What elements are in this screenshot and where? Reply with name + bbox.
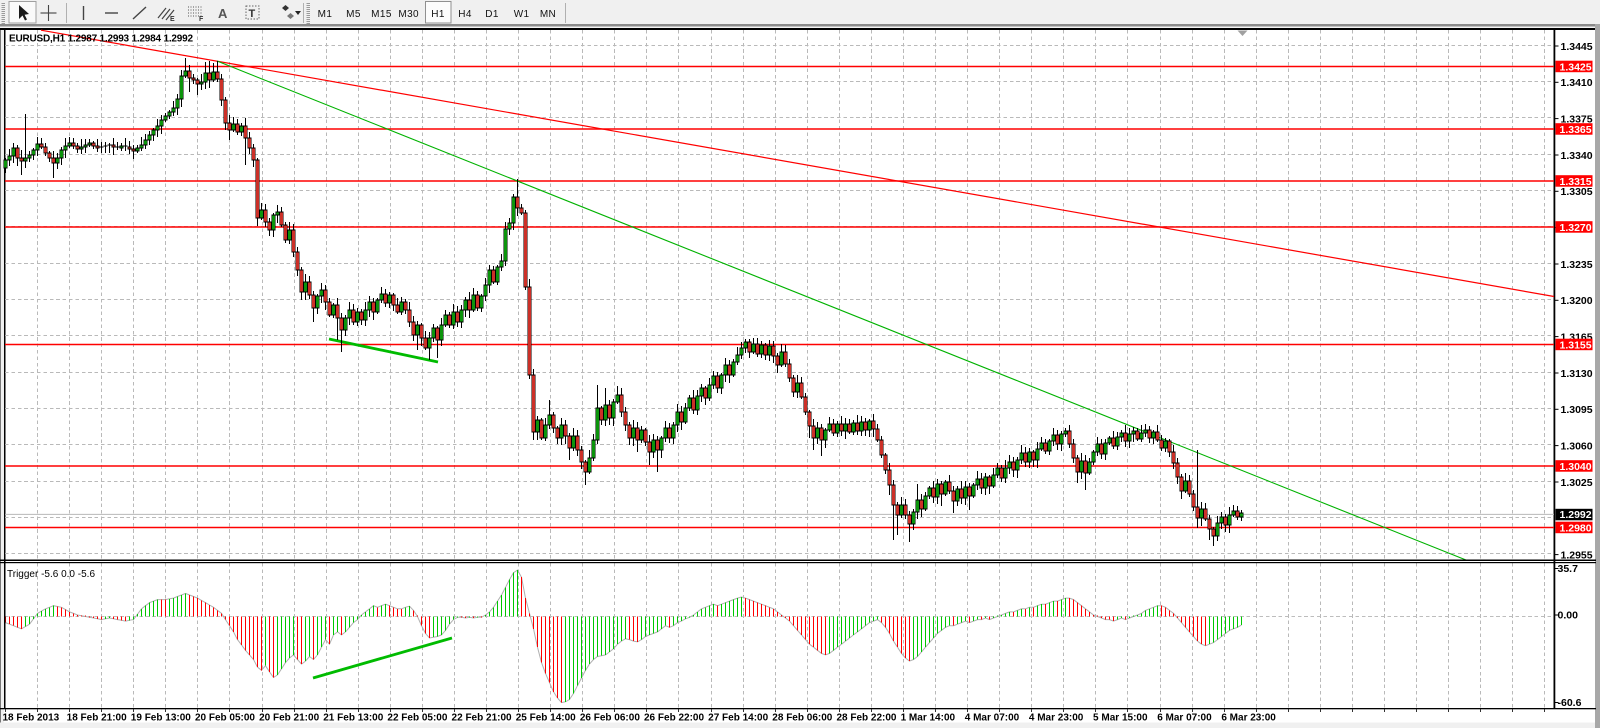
svg-text:4 Mar 23:00: 4 Mar 23:00	[1029, 713, 1084, 724]
svg-text:21 Feb 13:00: 21 Feb 13:00	[323, 713, 383, 724]
svg-text:1.3425: 1.3425	[1560, 61, 1592, 73]
svg-text:20 Feb 21:00: 20 Feb 21:00	[259, 713, 319, 724]
svg-text:H1: H1	[431, 9, 445, 20]
svg-text:1.3340: 1.3340	[1561, 150, 1593, 162]
svg-text:1.2992: 1.2992	[1560, 509, 1592, 521]
svg-text:EURUSD,H1 1.2987 1.2993 1.298: EURUSD,H1 1.2987 1.2993 1.2984 1.2992	[9, 34, 193, 45]
svg-text:1.3040: 1.3040	[1560, 461, 1592, 473]
svg-text:1.3095: 1.3095	[1561, 404, 1593, 416]
svg-text:F: F	[199, 16, 204, 23]
svg-text:0.00: 0.00	[1558, 610, 1579, 622]
svg-text:M30: M30	[398, 9, 419, 20]
svg-text:22 Feb 05:00: 22 Feb 05:00	[387, 713, 447, 724]
svg-text:6 Mar 07:00: 6 Mar 07:00	[1157, 713, 1212, 724]
svg-text:26 Feb 06:00: 26 Feb 06:00	[580, 713, 640, 724]
svg-text:1.3200: 1.3200	[1561, 295, 1593, 307]
svg-text:27 Feb 14:00: 27 Feb 14:00	[708, 713, 768, 724]
svg-text:1.2955: 1.2955	[1561, 549, 1593, 561]
svg-text:M1: M1	[318, 9, 333, 20]
svg-text:1.3130: 1.3130	[1561, 368, 1593, 380]
svg-text:1.3060: 1.3060	[1561, 440, 1593, 452]
svg-text:20 Feb 05:00: 20 Feb 05:00	[195, 713, 255, 724]
svg-text:1.3410: 1.3410	[1561, 77, 1593, 89]
svg-text:19 Feb 13:00: 19 Feb 13:00	[131, 713, 191, 724]
svg-text:1.3025: 1.3025	[1561, 477, 1593, 489]
svg-text:1.3375: 1.3375	[1561, 113, 1593, 125]
svg-text:22 Feb 21:00: 22 Feb 21:00	[452, 713, 512, 724]
svg-text:M15: M15	[371, 9, 392, 20]
svg-text:25 Feb 14:00: 25 Feb 14:00	[516, 713, 576, 724]
svg-text:5 Mar 15:00: 5 Mar 15:00	[1093, 713, 1148, 724]
svg-text:28 Feb 06:00: 28 Feb 06:00	[772, 713, 832, 724]
svg-text:1 Mar 14:00: 1 Mar 14:00	[901, 713, 956, 724]
svg-text:18 Feb 2013: 18 Feb 2013	[3, 713, 60, 724]
svg-text:35.7: 35.7	[1558, 563, 1579, 575]
svg-text:1.3270: 1.3270	[1560, 222, 1592, 234]
svg-text:W1: W1	[514, 9, 530, 20]
svg-text:D1: D1	[485, 9, 499, 20]
svg-text:1.3445: 1.3445	[1561, 41, 1593, 53]
svg-text:Trigger -5.6 0.0 -5.6: Trigger -5.6 0.0 -5.6	[7, 569, 95, 580]
svg-text:1.3155: 1.3155	[1560, 339, 1592, 351]
svg-text:E: E	[170, 16, 175, 23]
svg-text:1.3305: 1.3305	[1561, 186, 1593, 198]
svg-text:T: T	[249, 8, 256, 20]
svg-text:1.3235: 1.3235	[1561, 259, 1593, 271]
svg-text:MN: MN	[540, 9, 556, 20]
svg-text:4 Mar 07:00: 4 Mar 07:00	[965, 713, 1020, 724]
svg-text:-60.6: -60.6	[1558, 697, 1582, 709]
svg-text:1.3365: 1.3365	[1560, 124, 1592, 136]
svg-text:26 Feb 22:00: 26 Feb 22:00	[644, 713, 704, 724]
svg-text:6 Mar 23:00: 6 Mar 23:00	[1221, 713, 1276, 724]
svg-text:28 Feb 22:00: 28 Feb 22:00	[836, 713, 896, 724]
svg-text:A: A	[218, 6, 228, 21]
svg-text:1.3315: 1.3315	[1560, 176, 1592, 188]
svg-text:1.2980: 1.2980	[1560, 522, 1592, 534]
svg-text:18 Feb 21:00: 18 Feb 21:00	[67, 713, 127, 724]
svg-text:M5: M5	[346, 9, 361, 20]
svg-text:H4: H4	[458, 9, 472, 20]
